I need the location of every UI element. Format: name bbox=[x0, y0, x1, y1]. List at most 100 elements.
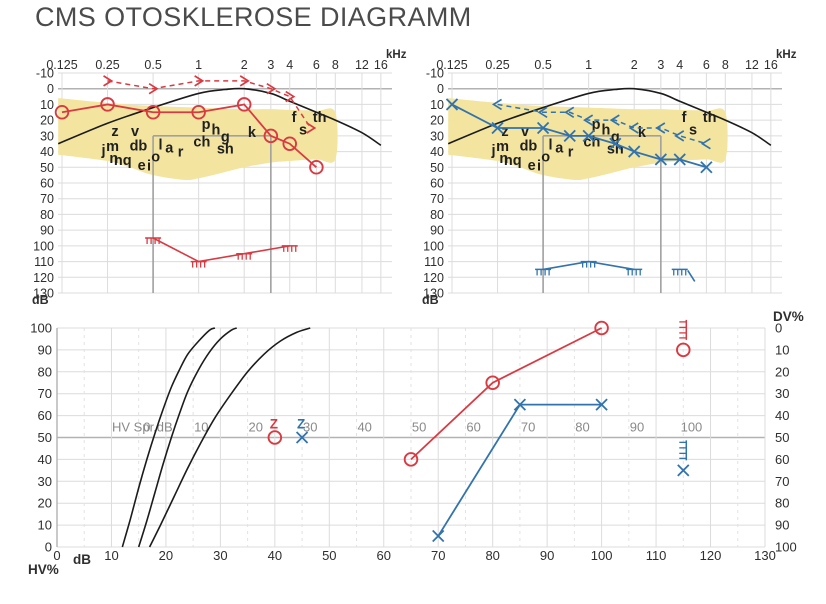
svg-text:a: a bbox=[165, 141, 174, 157]
svg-text:3: 3 bbox=[657, 58, 664, 72]
svg-text:2: 2 bbox=[241, 58, 248, 72]
svg-text:10: 10 bbox=[38, 518, 52, 533]
svg-text:i: i bbox=[147, 159, 151, 175]
svg-text:a: a bbox=[555, 141, 564, 157]
svg-text:nq: nq bbox=[114, 153, 132, 169]
svg-text:nq: nq bbox=[504, 153, 522, 169]
svg-text:r: r bbox=[178, 145, 184, 161]
svg-text:50: 50 bbox=[38, 430, 52, 445]
svg-text:m: m bbox=[496, 139, 509, 155]
svg-text:80: 80 bbox=[575, 420, 589, 435]
normal-hearing-curve bbox=[447, 87, 772, 146]
svg-text:g: g bbox=[221, 130, 230, 146]
svg-text:110: 110 bbox=[424, 255, 444, 269]
svg-text:n: n bbox=[109, 151, 118, 167]
speech-banana bbox=[448, 98, 728, 181]
svg-text:90: 90 bbox=[540, 548, 554, 563]
svg-text:db: db bbox=[130, 138, 148, 154]
svg-text:0: 0 bbox=[53, 548, 60, 563]
svg-text:40: 40 bbox=[268, 548, 282, 563]
svg-text:Z: Z bbox=[297, 417, 305, 432]
svg-text:60: 60 bbox=[40, 176, 54, 190]
air-conduction-series bbox=[445, 98, 713, 174]
svg-text:1: 1 bbox=[585, 58, 592, 72]
svg-text:100: 100 bbox=[33, 239, 54, 253]
svg-text:40: 40 bbox=[775, 408, 789, 423]
svg-text:70: 70 bbox=[521, 420, 535, 435]
svg-text:70: 70 bbox=[40, 192, 54, 206]
svg-text:30: 30 bbox=[40, 129, 54, 143]
svg-text:0: 0 bbox=[437, 82, 444, 96]
svg-text:ch: ch bbox=[193, 134, 210, 150]
svg-text:20: 20 bbox=[40, 114, 54, 128]
svg-text:40: 40 bbox=[38, 452, 52, 467]
svg-text:6: 6 bbox=[703, 58, 710, 72]
svg-text:k: k bbox=[638, 125, 647, 141]
svg-text:100: 100 bbox=[30, 321, 52, 336]
svg-text:0: 0 bbox=[45, 540, 52, 555]
svg-text:100: 100 bbox=[423, 239, 444, 253]
svg-text:20: 20 bbox=[430, 114, 444, 128]
svg-text:p: p bbox=[592, 117, 601, 133]
svg-text:30: 30 bbox=[303, 420, 317, 435]
svg-text:130: 130 bbox=[423, 286, 444, 300]
svg-text:120: 120 bbox=[700, 548, 722, 563]
svg-text:z: z bbox=[111, 124, 118, 140]
left-ear-blue-series: Z bbox=[295, 398, 690, 543]
ucl-series bbox=[145, 237, 298, 268]
axis-labels: 0.125 0.25 0.5 1 2 3 4 6 8 12 16kHz-10010203040506… bbox=[422, 49, 797, 307]
svg-text:110: 110 bbox=[34, 255, 54, 269]
svg-text:30: 30 bbox=[430, 129, 444, 143]
svg-text:110: 110 bbox=[646, 548, 667, 563]
svg-text:90: 90 bbox=[630, 420, 644, 435]
svg-text:s: s bbox=[299, 123, 307, 139]
svg-text:50: 50 bbox=[322, 548, 336, 563]
svg-text:120: 120 bbox=[423, 271, 444, 285]
svg-text:s: s bbox=[689, 123, 697, 139]
svg-text:30: 30 bbox=[38, 474, 52, 489]
svg-text:i: i bbox=[537, 159, 541, 175]
svg-text:0: 0 bbox=[47, 82, 54, 96]
svg-text:m: m bbox=[106, 139, 119, 155]
svg-text:60: 60 bbox=[38, 408, 52, 423]
svg-text:12: 12 bbox=[745, 58, 759, 72]
svg-text:0.5: 0.5 bbox=[534, 58, 551, 72]
svg-text:r: r bbox=[568, 145, 574, 161]
svg-text:10: 10 bbox=[40, 98, 54, 112]
svg-text:100: 100 bbox=[775, 540, 797, 555]
svg-text:70: 70 bbox=[775, 474, 789, 489]
svg-text:l: l bbox=[549, 137, 553, 153]
svg-text:130: 130 bbox=[754, 548, 776, 563]
speech-range-box bbox=[542, 135, 662, 293]
svg-text:10: 10 bbox=[430, 98, 444, 112]
svg-text:1: 1 bbox=[195, 58, 202, 72]
svg-text:40: 40 bbox=[357, 420, 371, 435]
svg-text:6: 6 bbox=[313, 58, 320, 72]
svg-text:j: j bbox=[100, 143, 105, 159]
svg-text:90: 90 bbox=[38, 342, 52, 357]
svg-text:60: 60 bbox=[466, 420, 480, 435]
svg-text:-10: -10 bbox=[426, 67, 444, 81]
svg-text:90: 90 bbox=[430, 224, 444, 238]
normal-hearing-curve bbox=[57, 87, 382, 146]
svg-text:30: 30 bbox=[775, 386, 789, 401]
svg-text:sh: sh bbox=[217, 141, 234, 157]
svg-text:0.5: 0.5 bbox=[144, 58, 161, 72]
svg-text:l: l bbox=[159, 137, 163, 153]
svg-text:v: v bbox=[521, 124, 529, 140]
svg-text:50: 50 bbox=[775, 430, 789, 445]
svg-text:10: 10 bbox=[104, 548, 118, 563]
reference-curves bbox=[121, 327, 311, 548]
svg-text:o: o bbox=[541, 149, 550, 165]
svg-text:0: 0 bbox=[775, 321, 782, 336]
svg-text:dB: dB bbox=[73, 552, 91, 567]
svg-text:-10: -10 bbox=[36, 67, 54, 81]
bone-conduction-series bbox=[103, 75, 317, 134]
svg-text:50: 50 bbox=[430, 161, 444, 175]
svg-text:p: p bbox=[202, 117, 211, 133]
ucl-series bbox=[535, 260, 696, 282]
svg-text:o: o bbox=[151, 149, 160, 165]
